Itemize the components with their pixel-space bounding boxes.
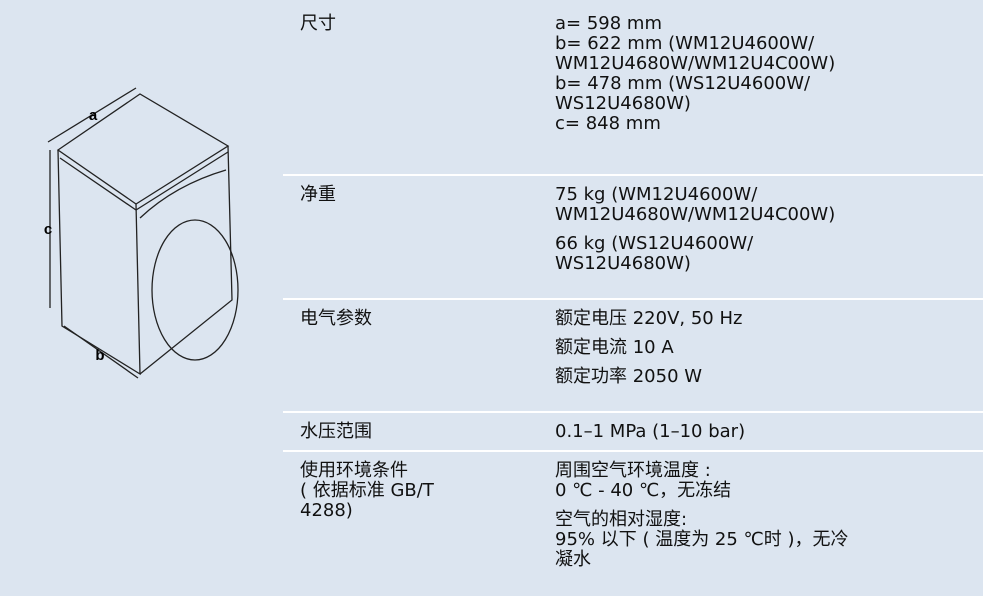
label-line: 净重 (300, 184, 336, 205)
value-paragraph: 额定电压 220V, 50 Hz (555, 309, 983, 329)
row-value: a= 598 mm b= 622 mm (WM12U4600W/WM12U4680… (555, 5, 983, 174)
label-line: 尺寸 (300, 13, 336, 34)
table-row: 水压范围 0.1–1 MPa (1–10 bar) (283, 413, 983, 452)
table-row: 净重 75 kg (WM12U4600W/WM12U4680W/WM12U4C00… (283, 176, 983, 300)
value-line: 额定功率 2050 W (555, 366, 703, 387)
dimension-label: a (89, 107, 98, 124)
value-line: 凝水 (555, 549, 591, 570)
value-line: 0 ℃ - 40 ℃，无冻结 (555, 480, 732, 501)
value-paragraph: 额定功率 2050 W (555, 367, 983, 387)
row-value: 75 kg (WM12U4600W/WM12U4680W/WM12U4C00W)… (555, 176, 983, 298)
appliance-drawing: a b c (44, 87, 239, 379)
table-row: 电气参数 额定电压 220V, 50 Hz 额定电流 10 A 额定功率 2050 W (283, 300, 983, 413)
label-line: ( 依据标准 GB/T (300, 480, 434, 501)
value-line: 空气的相对湿度: (555, 509, 688, 530)
value-paragraph: 空气的相对湿度: 95% 以下 ( 温度为 25 ℃时 )，无冷 凝水 (555, 510, 983, 570)
row-label: 尺寸 (283, 5, 555, 174)
row-value: 0.1–1 MPa (1–10 bar) (555, 413, 983, 450)
value-paragraph: 周围空气环境温度 :0 ℃ - 40 ℃，无冻结 (555, 461, 983, 501)
value-line: b= 478 mm (WS12U4600W/ (555, 73, 811, 94)
value-line: 额定电流 10 A (555, 337, 674, 358)
table-row: 尺寸 a= 598 mm b= 622 mm (WM12U4600W/WM12U46… (283, 5, 983, 176)
label-line: 4288) (300, 500, 353, 521)
value-line: WS12U4680W) (555, 93, 691, 114)
label-line: 使用环境条件 (300, 460, 408, 481)
row-label: 水压范围 (283, 413, 555, 450)
value-paragraph: 75 kg (WM12U4600W/WM12U4680W/WM12U4C00W) (555, 185, 983, 225)
value-line: b= 622 mm (WM12U4600W/ (555, 33, 815, 54)
value-line: a= 598 mm (555, 13, 662, 34)
value-line: WS12U4680W) (555, 253, 691, 274)
value-paragraph: 0.1–1 MPa (1–10 bar) (555, 422, 983, 442)
row-label: 电气参数 (283, 300, 555, 411)
dimension-label: b (95, 347, 104, 364)
value-line: 75 kg (WM12U4600W/ (555, 184, 758, 205)
table-row: 使用环境条件( 依据标准 GB/T 4288) 周围空气环境温度 :0 ℃ - 40… (283, 452, 983, 598)
row-value: 周围空气环境温度 :0 ℃ - 40 ℃，无冻结 空气的相对湿度: 95% 以下 (… (555, 452, 983, 598)
value-line: 0.1–1 MPa (1–10 bar) (555, 421, 746, 442)
dimension-label: c (44, 221, 52, 238)
spec-table: 尺寸 a= 598 mm b= 622 mm (WM12U4600W/WM12U46… (283, 5, 983, 598)
value-line: 95% 以下 ( 温度为 25 ℃时 )，无冷 (555, 529, 849, 550)
value-paragraph: 额定电流 10 A (555, 338, 983, 358)
value-line: 66 kg (WS12U4600W/ (555, 233, 754, 254)
row-label: 净重 (283, 176, 555, 298)
value-line: WM12U4680W/WM12U4C00W) (555, 53, 836, 74)
value-paragraph: 66 kg (WS12U4600W/WS12U4680W) (555, 234, 983, 274)
row-label: 使用环境条件( 依据标准 GB/T 4288) (283, 452, 555, 598)
value-paragraph: a= 598 mm b= 622 mm (WM12U4600W/WM12U4680… (555, 14, 983, 134)
value-line: 周围空气环境温度 : (555, 460, 711, 481)
row-value: 额定电压 220V, 50 Hz 额定电流 10 A 额定功率 2050 W (555, 300, 983, 411)
value-line: WM12U4680W/WM12U4C00W) (555, 204, 836, 225)
label-line: 水压范围 (300, 421, 372, 442)
value-line: 额定电压 220V, 50 Hz (555, 308, 743, 329)
label-line: 电气参数 (300, 308, 372, 329)
value-line: c= 848 mm (555, 113, 661, 134)
